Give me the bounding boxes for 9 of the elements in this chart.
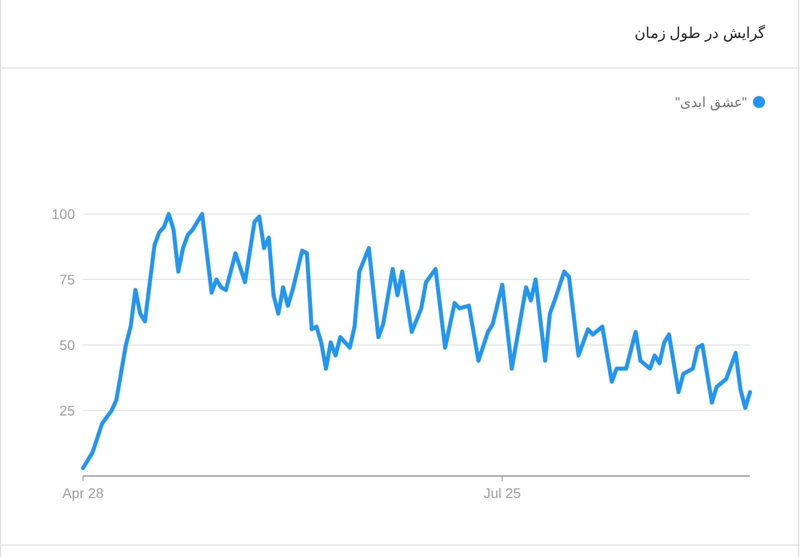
y-tick-label: 100 xyxy=(52,206,76,222)
chart-title: گرایش در طول زمان xyxy=(634,24,766,42)
legend-label: "عشق ابدی" xyxy=(675,94,748,111)
x-tick-label: Apr 28 xyxy=(62,485,104,501)
line-series xyxy=(81,212,752,470)
x-tick-label: Jul 25 xyxy=(484,485,522,501)
y-tick-label: 75 xyxy=(59,272,76,288)
y-tick-label: 50 xyxy=(59,337,76,353)
y-tick-label: 25 xyxy=(59,402,76,418)
